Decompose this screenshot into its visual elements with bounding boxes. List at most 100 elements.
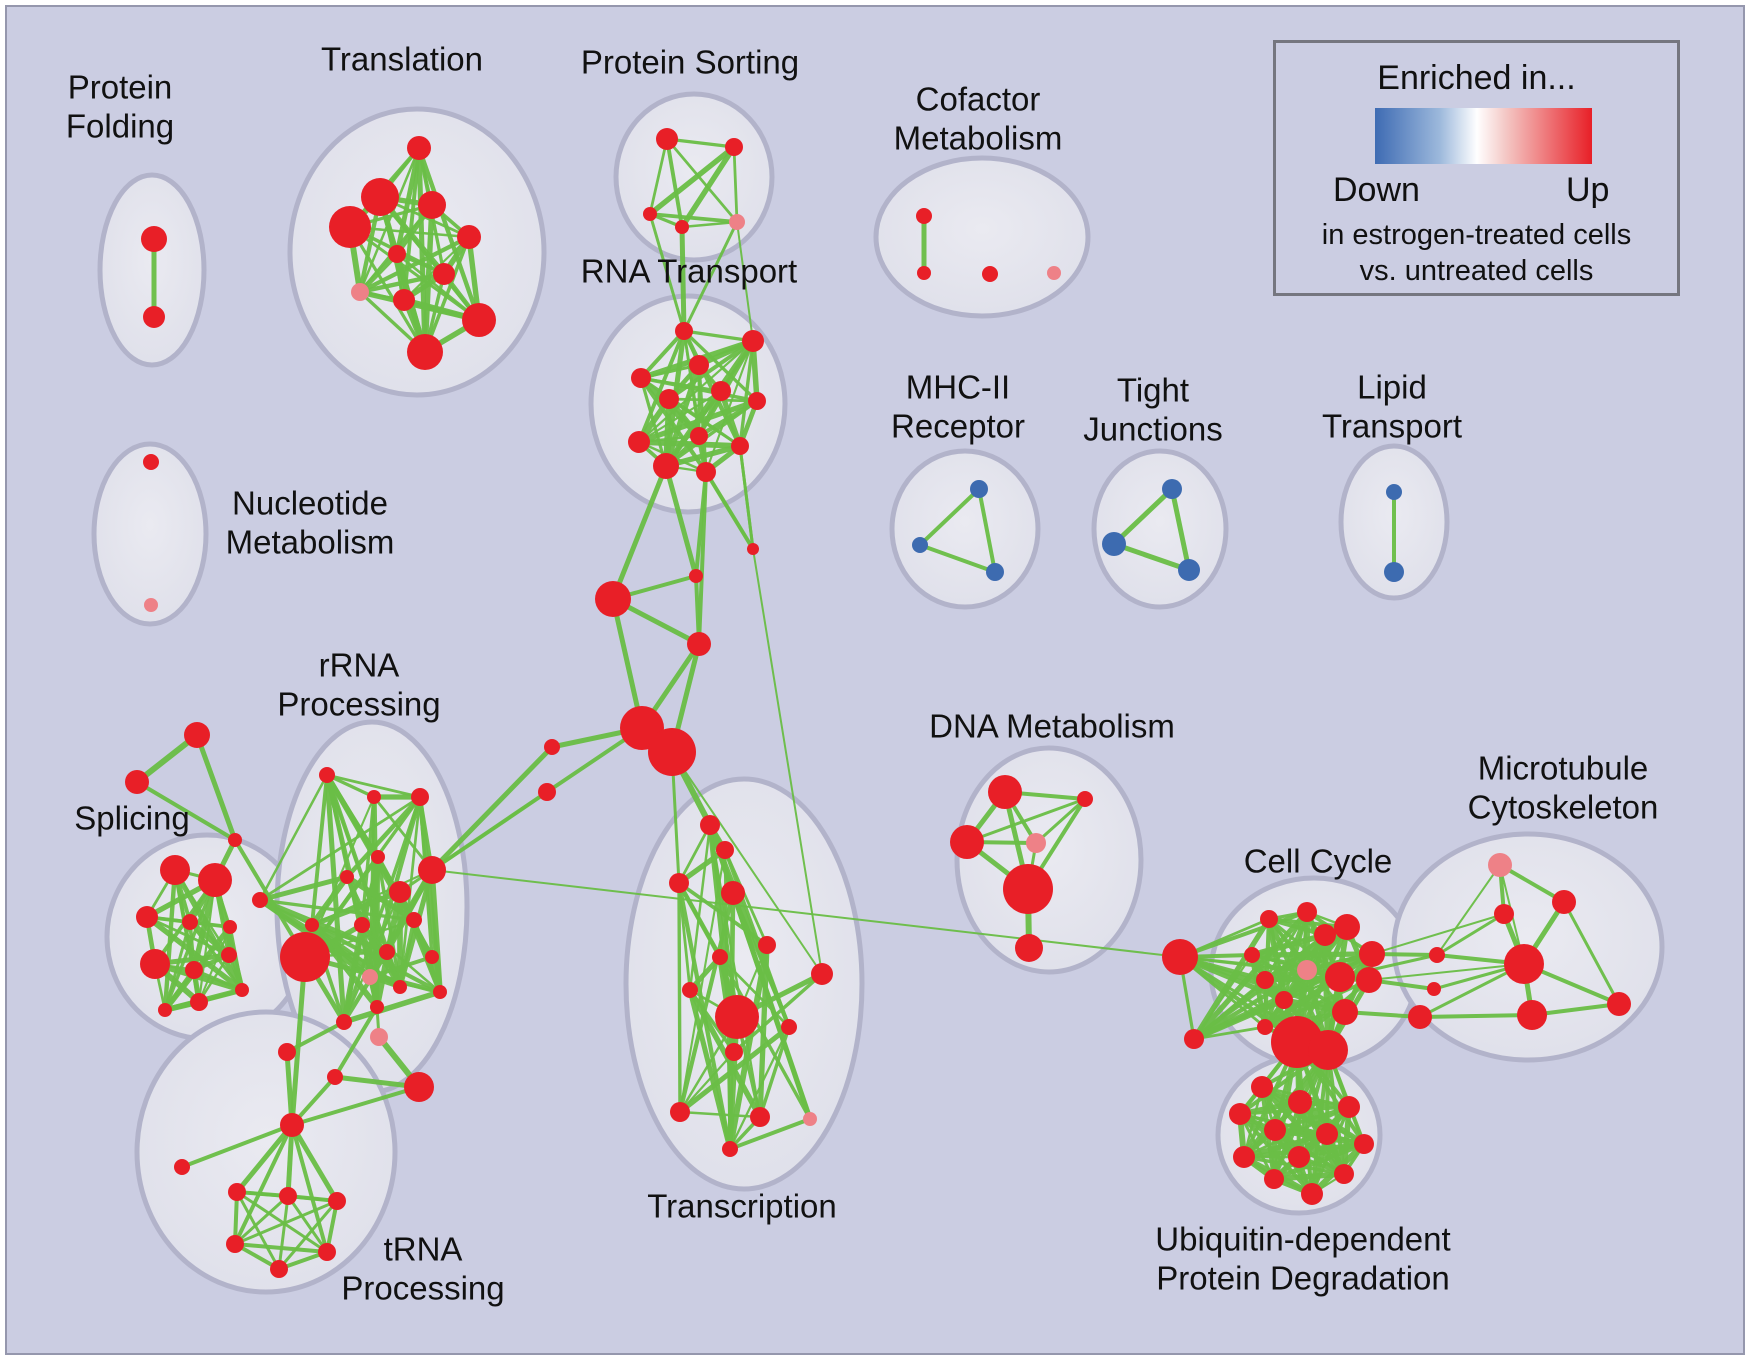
- gene-set-node: [1026, 833, 1046, 853]
- edge: [677, 1024, 792, 1115]
- cluster-label-mhc-ii-receptor: MHC-II: [906, 369, 1010, 406]
- edge: [163, 878, 217, 1012]
- edge: [648, 137, 669, 216]
- gene-set-node: [687, 632, 711, 656]
- cluster-label-rrna-processing: rRNA: [319, 647, 400, 684]
- cluster-label-trna-processing: Processing: [341, 1270, 504, 1307]
- figure-panel: Protein Folding Translation Protein Sorting…: [5, 5, 1745, 1355]
- gene-set-node: [1015, 934, 1043, 962]
- edge: [678, 1110, 762, 1119]
- gene-set-node: [418, 191, 446, 219]
- gene-set-node: [803, 1112, 817, 1126]
- gene-set-node: [1275, 991, 1293, 1009]
- cluster-ellipse-tight-junctions: [1091, 448, 1229, 610]
- cluster-label-cofactor-metabolism: Cofactor: [916, 81, 1041, 118]
- gene-set-node: [1386, 484, 1402, 500]
- edge: [416, 145, 482, 323]
- edge: [258, 898, 416, 922]
- gene-set-node: [1297, 960, 1317, 980]
- gene-set-node: [742, 330, 764, 352]
- cluster-ellipse-nucleotide-metabolism: [91, 441, 209, 627]
- edge: [639, 376, 759, 403]
- gene-set-node: [279, 1187, 297, 1205]
- edge: [977, 487, 997, 574]
- edge: [682, 329, 755, 343]
- edge: [144, 914, 245, 993]
- cluster-label-rrna-processing: Processing: [277, 686, 440, 723]
- edge: [667, 339, 755, 401]
- cluster-label-microtubule-cytoskeleton: Cytoskeleton: [1468, 789, 1659, 826]
- edge: [234, 1122, 295, 1195]
- edge: [682, 220, 739, 333]
- edge: [309, 922, 443, 995]
- gene-set-node: [182, 914, 198, 930]
- edge: [637, 339, 755, 444]
- gene-set-node: [280, 1113, 304, 1137]
- edge: [732, 145, 739, 224]
- edge: [180, 1123, 294, 1169]
- edge: [197, 925, 232, 1004]
- edge: [1242, 1048, 1330, 1159]
- edge: [197, 878, 217, 1004]
- edge: [647, 144, 737, 217]
- cluster-label-rna-transport: RNA Transport: [581, 253, 797, 290]
- gene-set-node: [1077, 791, 1093, 807]
- gene-set-node: [986, 563, 1004, 581]
- gene-set-node: [538, 783, 556, 801]
- edge: [738, 444, 755, 551]
- gene-set-node: [1384, 562, 1404, 582]
- edge: [1562, 900, 1621, 1006]
- edge: [395, 252, 481, 322]
- gene-set-node: [235, 983, 249, 997]
- cluster-label-ubiquitin-degradation: Protein Degradation: [1156, 1260, 1450, 1297]
- cluster-ellipse-dna-metabolism: [954, 745, 1144, 975]
- gene-set-node: [731, 437, 749, 455]
- legend-subtitle-line1: in estrogen-treated cells: [1321, 219, 1632, 251]
- gene-set-node: [329, 206, 371, 248]
- gene-set-node: [1334, 914, 1360, 940]
- gene-set-node: [689, 355, 709, 375]
- gene-set-node: [781, 1019, 797, 1035]
- gene-set-node: [722, 1141, 738, 1157]
- edge: [1371, 913, 1505, 955]
- cluster-ellipse-cofactor-metabolism: [873, 155, 1091, 319]
- gene-set-node: [1178, 559, 1200, 581]
- edge: [677, 881, 769, 947]
- edge: [752, 548, 823, 975]
- gene-set-node: [280, 932, 330, 982]
- gene-set-node: [544, 739, 560, 755]
- gene-set-node: [340, 870, 354, 884]
- edge: [758, 1025, 791, 1119]
- edge: [357, 234, 472, 295]
- edge: [1262, 974, 1343, 1030]
- edge: [348, 225, 427, 354]
- edge: [965, 797, 1087, 844]
- edge: [1418, 1013, 1534, 1019]
- gene-set-node: [411, 788, 429, 806]
- edge: [1111, 486, 1175, 547]
- gene-set-node: [1552, 890, 1576, 914]
- edge: [679, 144, 737, 230]
- gene-set-node: [379, 944, 395, 960]
- gene-set-node: [631, 368, 651, 388]
- gene-set-node: [1297, 902, 1317, 922]
- gene-set-node: [758, 936, 776, 954]
- legend-gradient-bar: [1375, 108, 1592, 164]
- gene-set-node: [656, 128, 678, 150]
- gene-set-node: [318, 1243, 336, 1261]
- edge: [398, 918, 416, 989]
- gene-set-node: [351, 283, 369, 301]
- edge: [277, 1194, 290, 1271]
- edge: [1249, 952, 1268, 1030]
- edge: [639, 329, 686, 380]
- edge: [697, 470, 708, 646]
- edge: [610, 463, 669, 602]
- gene-set-node: [675, 322, 693, 340]
- gene-set-node: [669, 873, 689, 893]
- cluster-label-lipid-transport: Transport: [1322, 408, 1462, 445]
- gene-set-node: [198, 863, 232, 897]
- gene-set-node: [1429, 947, 1445, 963]
- edge: [677, 823, 712, 885]
- edge: [431, 869, 1181, 958]
- gene-set-node: [1288, 1146, 1310, 1168]
